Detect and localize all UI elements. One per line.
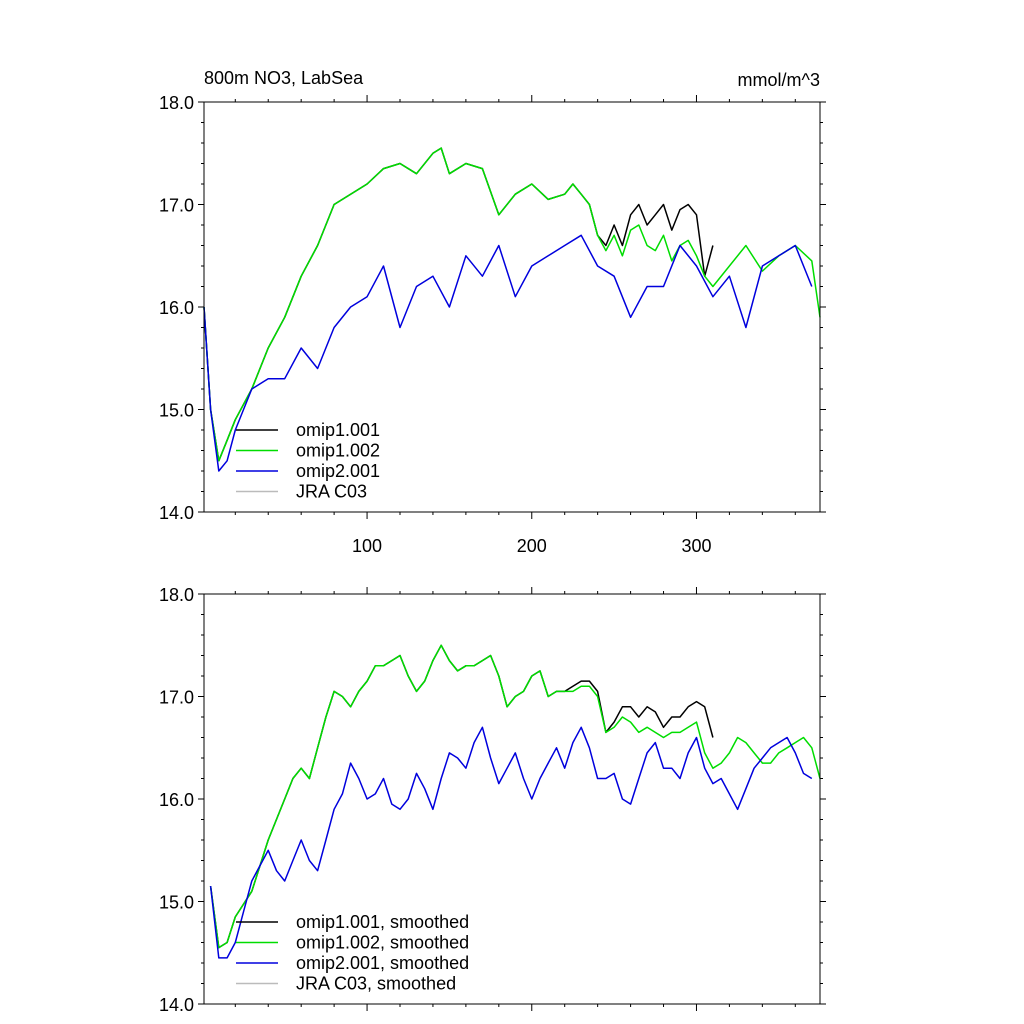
top-title: 800m NO3, LabSea (204, 68, 364, 88)
bottom-series-lines (209, 644, 821, 959)
bottom-legend-label: omip1.001, smoothed (296, 912, 469, 932)
top-legend-label: JRA C03 (296, 482, 367, 502)
bottom-ytick-label: 17.0 (159, 688, 194, 708)
bottom-ytick-label: 14.0 (159, 995, 194, 1015)
bottom-legend-label: JRA C03, smoothed (296, 974, 456, 994)
top-units: mmol/m^3 (738, 70, 820, 90)
top-xtick-label: 300 (681, 536, 711, 556)
top-xtick-label: 200 (517, 536, 547, 556)
bottom-series-line (209, 726, 813, 959)
bottom-legend-label: omip1.002, smoothed (296, 933, 469, 953)
top-ytick-label: 17.0 (159, 196, 194, 216)
bottom-panel: 14.0 15.0 16.0 17.0 18.0 omip1.001, smoothed… (159, 585, 826, 1015)
bottom-ytick-label: 18.0 (159, 585, 194, 605)
bottom-plot-frame (203, 593, 821, 1005)
top-ytick-label: 18.0 (159, 93, 194, 113)
top-axes: 14.0 15.0 16.0 17.0 18.0 100 200 300 (159, 93, 826, 556)
top-series-line (203, 234, 813, 472)
top-xtick-label: 100 (352, 536, 382, 556)
top-series-lines (203, 147, 821, 472)
bottom-legend-label: omip2.001, smoothed (296, 953, 469, 973)
top-legend-label: omip1.001 (296, 420, 380, 440)
bottom-ytick-label: 15.0 (159, 893, 194, 913)
top-panel: 800m NO3, LabSea mmol/m^3 14.0 15.0 16.0 17… (159, 68, 826, 556)
top-series-line (203, 147, 821, 462)
top-ytick-label: 14.0 (159, 503, 194, 523)
top-plot-frame (203, 101, 821, 513)
top-legend-label: omip1.002 (296, 441, 380, 461)
top-ytick-label: 15.0 (159, 401, 194, 421)
top-legend-label: omip2.001 (296, 461, 380, 481)
bottom-ytick-label: 16.0 (159, 790, 194, 810)
top-ytick-label: 16.0 (159, 298, 194, 318)
bottom-series-line (209, 644, 821, 949)
